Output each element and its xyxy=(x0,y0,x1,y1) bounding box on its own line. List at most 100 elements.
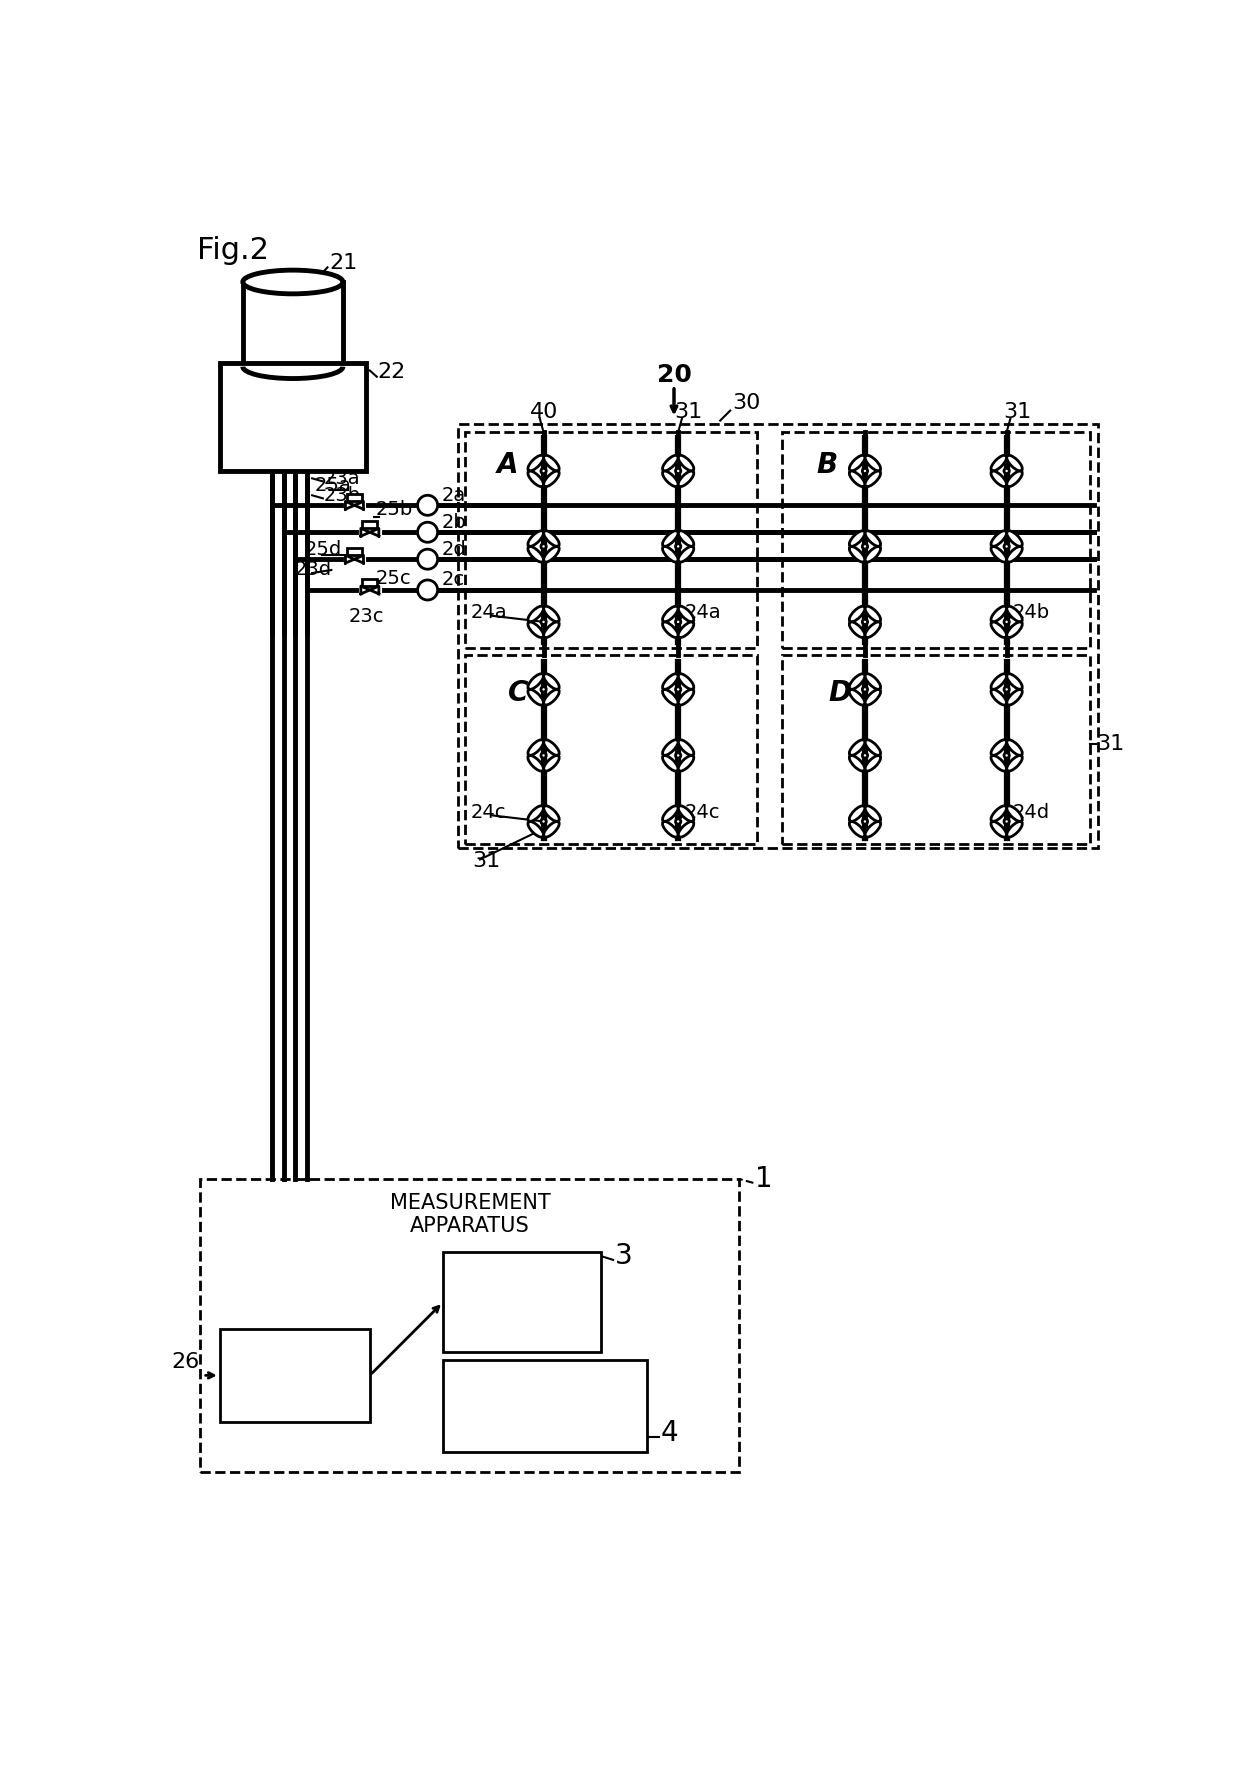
Ellipse shape xyxy=(528,756,543,772)
Bar xyxy=(362,579,377,586)
Ellipse shape xyxy=(543,622,559,638)
Text: 1: 1 xyxy=(755,1166,773,1192)
Ellipse shape xyxy=(991,740,1007,756)
Circle shape xyxy=(676,620,681,625)
Circle shape xyxy=(541,687,546,692)
Ellipse shape xyxy=(849,606,864,622)
Ellipse shape xyxy=(1007,675,1022,689)
Ellipse shape xyxy=(543,472,559,487)
Ellipse shape xyxy=(849,622,864,638)
Text: ACQUISITION
UNIT: ACQUISITION UNIT xyxy=(236,1356,353,1395)
Bar xyxy=(459,424,1097,848)
Ellipse shape xyxy=(1007,456,1022,472)
Circle shape xyxy=(418,549,438,569)
Circle shape xyxy=(676,752,681,758)
Text: 25b: 25b xyxy=(376,500,413,519)
Circle shape xyxy=(676,819,681,825)
Polygon shape xyxy=(361,586,370,593)
Bar xyxy=(219,1330,370,1422)
Polygon shape xyxy=(346,502,355,509)
Text: B: B xyxy=(816,452,837,479)
Ellipse shape xyxy=(662,546,678,562)
Ellipse shape xyxy=(849,546,864,562)
Text: TIME
SPECIFICATION
UNIT: TIME SPECIFICATION UNIT xyxy=(460,1273,584,1332)
Ellipse shape xyxy=(866,606,880,622)
Bar xyxy=(781,655,1090,844)
Circle shape xyxy=(418,579,438,600)
Text: 31: 31 xyxy=(472,851,501,871)
Text: 25d: 25d xyxy=(304,540,342,560)
Bar xyxy=(347,549,362,555)
Ellipse shape xyxy=(1007,756,1022,772)
Ellipse shape xyxy=(678,756,694,772)
Circle shape xyxy=(1004,620,1009,625)
Bar xyxy=(201,1180,739,1471)
Polygon shape xyxy=(355,555,363,563)
Ellipse shape xyxy=(662,821,678,837)
Text: 24b: 24b xyxy=(1013,602,1050,622)
Ellipse shape xyxy=(866,456,880,472)
Text: SUPPLY
TANK: SUPPLY TANK xyxy=(260,306,325,344)
Ellipse shape xyxy=(528,740,543,756)
Ellipse shape xyxy=(1007,606,1022,622)
Polygon shape xyxy=(370,528,379,537)
Ellipse shape xyxy=(662,675,678,689)
Ellipse shape xyxy=(662,689,678,705)
Ellipse shape xyxy=(849,675,864,689)
Text: 23c: 23c xyxy=(348,608,384,627)
Text: 25c: 25c xyxy=(376,569,412,588)
Text: 2a: 2a xyxy=(441,486,466,505)
Ellipse shape xyxy=(662,456,678,472)
Ellipse shape xyxy=(1007,821,1022,837)
Text: 23a: 23a xyxy=(324,470,361,489)
Circle shape xyxy=(862,468,868,473)
Bar xyxy=(465,433,758,648)
Ellipse shape xyxy=(528,472,543,487)
Text: 26: 26 xyxy=(171,1351,200,1372)
Ellipse shape xyxy=(991,546,1007,562)
Ellipse shape xyxy=(1007,532,1022,546)
Text: 24c: 24c xyxy=(471,802,506,821)
Ellipse shape xyxy=(849,805,864,821)
Ellipse shape xyxy=(1007,689,1022,705)
Ellipse shape xyxy=(1007,472,1022,487)
Ellipse shape xyxy=(991,532,1007,546)
Ellipse shape xyxy=(662,532,678,546)
Text: 25a: 25a xyxy=(315,477,351,496)
Ellipse shape xyxy=(1007,740,1022,756)
Ellipse shape xyxy=(662,606,678,622)
Circle shape xyxy=(541,544,546,549)
Ellipse shape xyxy=(991,805,1007,821)
Ellipse shape xyxy=(1007,546,1022,562)
Bar xyxy=(219,362,366,472)
Text: 23b: 23b xyxy=(324,486,361,505)
Text: 2c: 2c xyxy=(441,570,465,590)
Text: Fig.2: Fig.2 xyxy=(197,237,269,265)
Ellipse shape xyxy=(678,689,694,705)
Ellipse shape xyxy=(662,622,678,638)
Ellipse shape xyxy=(662,740,678,756)
Circle shape xyxy=(1004,819,1009,825)
Circle shape xyxy=(418,523,438,542)
Bar xyxy=(781,433,1090,648)
Ellipse shape xyxy=(543,532,559,546)
Circle shape xyxy=(541,620,546,625)
Ellipse shape xyxy=(866,532,880,546)
Ellipse shape xyxy=(543,456,559,472)
Text: 24a: 24a xyxy=(471,602,507,622)
Ellipse shape xyxy=(866,472,880,487)
Ellipse shape xyxy=(866,740,880,756)
Text: 23d: 23d xyxy=(294,560,331,579)
Ellipse shape xyxy=(1007,622,1022,638)
Ellipse shape xyxy=(662,472,678,487)
Text: 22: 22 xyxy=(377,362,405,381)
Text: 31: 31 xyxy=(675,403,703,422)
Text: 24c: 24c xyxy=(684,802,719,821)
Polygon shape xyxy=(355,502,363,509)
Text: 40: 40 xyxy=(529,403,558,422)
Ellipse shape xyxy=(543,675,559,689)
Ellipse shape xyxy=(678,546,694,562)
Circle shape xyxy=(676,687,681,692)
Ellipse shape xyxy=(866,805,880,821)
Ellipse shape xyxy=(543,546,559,562)
